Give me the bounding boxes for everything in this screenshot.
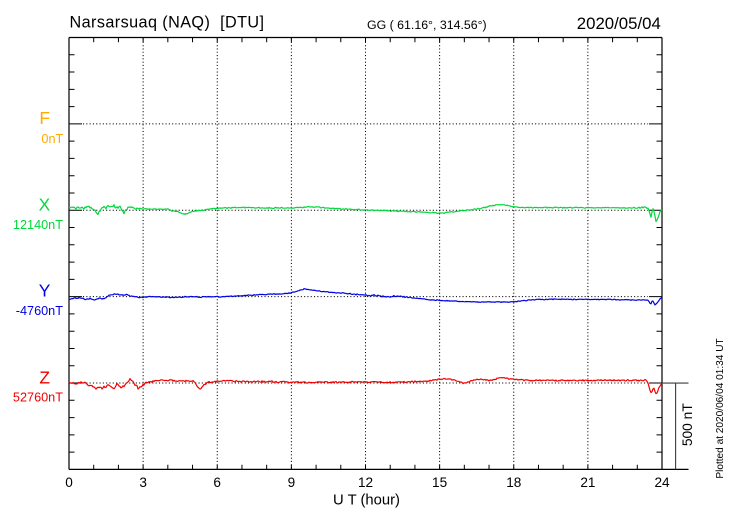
svg-text:0: 0 [65,475,73,490]
svg-text:12: 12 [358,475,373,490]
svg-text:3: 3 [139,475,147,490]
svg-text:-4760nT: -4760nT [16,304,64,318]
svg-text:X: X [39,194,51,214]
svg-text:500 nT: 500 nT [680,403,695,447]
svg-text:2020/05/04: 2020/05/04 [577,14,661,33]
svg-text:Narsarsuaq (NAQ) [DTU]: Narsarsuaq (NAQ) [DTU] [70,13,265,31]
svg-text:0nT: 0nT [41,132,63,146]
svg-text:12140nT: 12140nT [13,218,63,232]
svg-text:F: F [39,108,50,128]
svg-text:9: 9 [288,475,296,490]
svg-text:GG ( 61.16°, 314.56°): GG ( 61.16°, 314.56°) [367,18,487,32]
svg-text:Plotted at 2020/06/04 01:34 UT: Plotted at 2020/06/04 01:34 UT [715,338,726,478]
svg-text:21: 21 [580,475,595,490]
svg-text:18: 18 [506,475,521,490]
svg-text:U T (hour): U T (hour) [333,492,400,508]
svg-text:Y: Y [39,281,51,301]
svg-text:15: 15 [432,475,447,490]
svg-text:52760nT: 52760nT [13,391,63,405]
svg-text:6: 6 [213,475,221,490]
svg-text:Z: Z [39,367,50,387]
svg-text:24: 24 [654,475,670,490]
